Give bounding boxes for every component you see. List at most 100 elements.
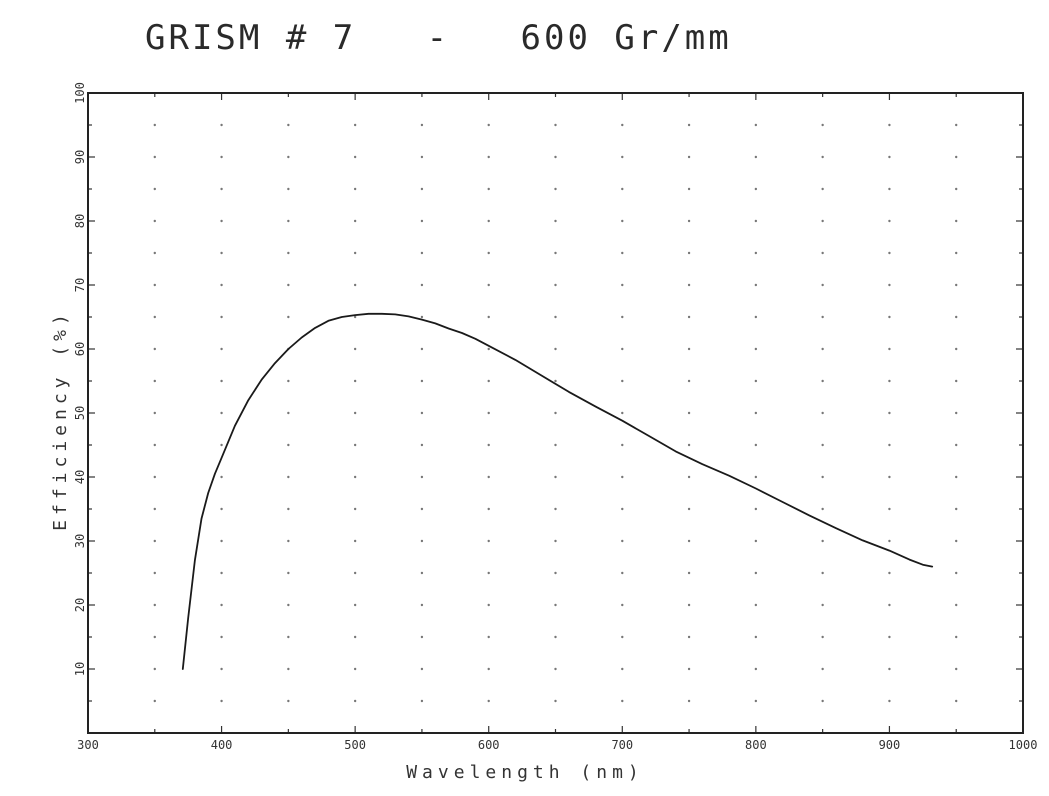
grid-dot bbox=[621, 571, 624, 575]
grid-dot bbox=[687, 475, 691, 479]
grid-dot bbox=[353, 411, 357, 415]
grid-dot bbox=[888, 315, 891, 319]
grid-dot bbox=[687, 219, 691, 223]
grid-dot bbox=[955, 475, 958, 479]
grid-dot bbox=[153, 507, 156, 511]
grid-dot bbox=[287, 155, 290, 159]
grid-dot bbox=[353, 155, 357, 159]
y-tick-label: 40 bbox=[73, 470, 87, 484]
grid-dot bbox=[353, 219, 357, 223]
grid-dot bbox=[487, 699, 490, 703]
grid-dot bbox=[754, 411, 758, 415]
grid-dot bbox=[687, 187, 691, 191]
grid-dot bbox=[220, 699, 223, 703]
grid-dot bbox=[955, 123, 958, 127]
grid-dot bbox=[153, 635, 156, 639]
grid-dot bbox=[754, 315, 758, 319]
grid-dot bbox=[888, 603, 891, 607]
x-tick-labels: 300 400 500 600 700 800 900 1000 bbox=[77, 738, 1037, 752]
grid-dot bbox=[621, 155, 624, 159]
grid-dot bbox=[287, 539, 290, 543]
grid-dot bbox=[220, 667, 223, 671]
grid-dot bbox=[153, 283, 156, 287]
grid-dot bbox=[420, 507, 424, 511]
grid-dot bbox=[287, 219, 290, 223]
grid-dot bbox=[353, 475, 357, 479]
y-tick-label: 20 bbox=[73, 598, 87, 612]
grid-dot bbox=[420, 443, 424, 447]
grid-dot bbox=[754, 699, 758, 703]
grid-dot bbox=[821, 539, 824, 543]
grid-dot bbox=[487, 603, 490, 607]
grid-dot bbox=[487, 507, 490, 511]
grid-dot bbox=[153, 219, 156, 223]
grid-dot bbox=[888, 571, 891, 575]
grid-dot bbox=[554, 635, 557, 639]
grid-dot bbox=[888, 219, 891, 223]
grid-dot bbox=[754, 123, 758, 127]
grid-dot bbox=[554, 539, 557, 543]
grid-dot bbox=[153, 475, 156, 479]
grid-dot bbox=[821, 411, 824, 415]
grid-dot bbox=[621, 635, 624, 639]
grid-dot bbox=[554, 347, 557, 351]
grid-dot bbox=[353, 347, 357, 351]
x-tick-label: 300 bbox=[77, 738, 99, 752]
grid-dot bbox=[554, 251, 557, 255]
grid-dot bbox=[420, 571, 424, 575]
grid-dot bbox=[955, 187, 958, 191]
grid-dot bbox=[353, 667, 357, 671]
grid-dot bbox=[487, 251, 490, 255]
grid-dot bbox=[754, 507, 758, 511]
grid-dot bbox=[888, 283, 891, 287]
grid-dot bbox=[888, 187, 891, 191]
x-tick-label: 700 bbox=[611, 738, 633, 752]
grid-dot bbox=[220, 475, 223, 479]
grid-dot bbox=[220, 187, 223, 191]
grid-dot bbox=[821, 667, 824, 671]
grid-dot bbox=[821, 251, 824, 255]
grid-dot bbox=[955, 699, 958, 703]
grid-dot bbox=[687, 507, 691, 511]
grid-dot bbox=[687, 635, 691, 639]
grid-dot bbox=[353, 443, 357, 447]
efficiency-series-line bbox=[181, 312, 934, 670]
grid-dot bbox=[554, 283, 557, 287]
grid-dot bbox=[821, 315, 824, 319]
grid-dot bbox=[487, 411, 490, 415]
grid-dot bbox=[153, 571, 156, 575]
grid-dot bbox=[487, 123, 490, 127]
grid-dot bbox=[955, 219, 958, 223]
grid-dot bbox=[821, 187, 824, 191]
grid-dot bbox=[687, 699, 691, 703]
grid-dot bbox=[420, 347, 424, 351]
grid-dot bbox=[621, 187, 624, 191]
grid-dot bbox=[888, 667, 891, 671]
grid-dot bbox=[153, 443, 156, 447]
grid-dot bbox=[554, 667, 557, 671]
grid-dot bbox=[888, 699, 891, 703]
y-tick-label: 60 bbox=[73, 342, 87, 356]
grid-dot bbox=[287, 699, 290, 703]
grid-dot bbox=[554, 123, 557, 127]
grid-dot bbox=[420, 251, 424, 255]
grid-dot bbox=[287, 571, 290, 575]
grid-dot bbox=[687, 347, 691, 351]
grid-dot bbox=[621, 443, 624, 447]
grid-dots bbox=[153, 123, 958, 703]
grid-dot bbox=[420, 187, 424, 191]
grid-dot bbox=[353, 283, 357, 287]
grid-dot bbox=[487, 571, 490, 575]
grid-dot bbox=[220, 635, 223, 639]
grid-dot bbox=[621, 603, 624, 607]
grid-dot bbox=[153, 251, 156, 255]
grid-dot bbox=[220, 411, 223, 415]
grid-dot bbox=[621, 315, 624, 319]
grid-dot bbox=[287, 603, 290, 607]
grid-dot bbox=[153, 347, 156, 351]
grid-dot bbox=[687, 667, 691, 671]
y-tick-label: 70 bbox=[73, 278, 87, 292]
grid-dot bbox=[955, 571, 958, 575]
grid-dot bbox=[153, 187, 156, 191]
grid-dot bbox=[821, 699, 824, 703]
